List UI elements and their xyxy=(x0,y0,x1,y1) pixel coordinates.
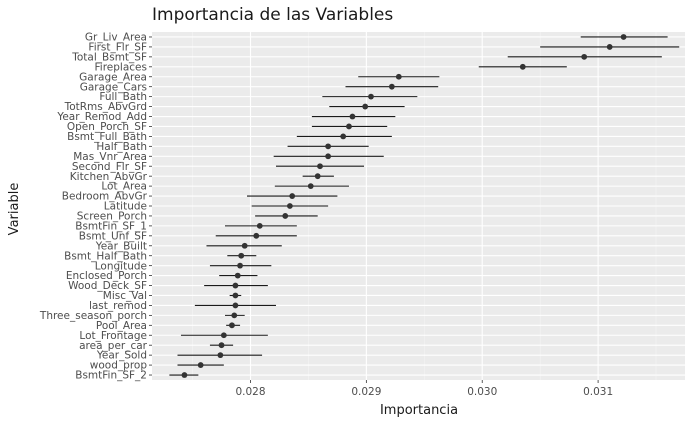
y-tick-label: last_remod xyxy=(89,300,147,312)
y-tick-label: Wood_Deck_SF xyxy=(68,280,147,292)
y-tick-label: Kitchen_AbvGr xyxy=(70,171,148,183)
y-tick-label: Total_Bsmt_SF xyxy=(71,51,147,63)
data-point xyxy=(289,193,296,199)
data-point xyxy=(253,232,260,239)
y-tick-label: area_per_car xyxy=(79,340,148,352)
y-tick-label: Latitude xyxy=(104,201,147,213)
data-point xyxy=(620,34,627,40)
y-tick-label: Bsmt_Half_Bath xyxy=(64,250,147,262)
data-point xyxy=(368,93,374,100)
y-tick-label: Misc_Val xyxy=(103,290,147,302)
y-tick-label: BsmtFin_SF_2 xyxy=(75,370,147,382)
x-tick-label: 0.028 xyxy=(235,386,265,398)
y-tick-label: BsmtFin_SF_1 xyxy=(75,220,147,232)
data-point xyxy=(217,352,224,359)
y-tick-label: Pool_Area xyxy=(96,320,147,332)
y-tick-labels: Gr_Liv_AreaFirst_Flr_SFTotal_Bsmt_SFFire… xyxy=(39,32,152,382)
data-point xyxy=(286,203,293,209)
y-tick-label: Bsmt_Full_Bath xyxy=(67,131,147,143)
y-tick-label: Screen_Porch xyxy=(77,211,147,223)
x-tick-label: 0.030 xyxy=(467,386,497,398)
data-point xyxy=(181,372,188,378)
data-point xyxy=(232,292,239,299)
y-tick-label: Second_Flr_SF xyxy=(72,161,147,173)
y-tick-label: Enclosed_Porch xyxy=(66,270,147,282)
data-point xyxy=(349,113,356,120)
data-point xyxy=(314,173,321,180)
y-tick-label: Lot_Area xyxy=(101,181,147,193)
data-point xyxy=(581,53,588,60)
data-point xyxy=(218,342,225,349)
y-tick-label: Fireplaces xyxy=(95,61,147,73)
data-point xyxy=(238,252,245,259)
y-tick-label: Full_Bath xyxy=(99,91,147,103)
y-tick-label: TotRms_AbvGrd xyxy=(64,101,147,113)
y-tick-label: Three_season_porch xyxy=(39,310,147,322)
data-point xyxy=(346,123,352,130)
data-point xyxy=(282,213,289,219)
y-tick-label: Bedroom_AbvGr xyxy=(62,191,148,203)
y-tick-label: Open_Porch_SF xyxy=(67,121,147,133)
y-tick-label: Longitude xyxy=(95,260,147,272)
y-tick-label: Bsmt_Unf_SF xyxy=(79,230,147,242)
y-axis-title: Variable xyxy=(7,183,22,236)
y-tick-label: Year_Built xyxy=(95,240,147,252)
x-tick-labels: 0.028 0.029 0.030 0.031 xyxy=(235,380,613,398)
y-tick-label: Garage_Cars xyxy=(80,81,147,93)
data-point xyxy=(519,63,526,70)
data-point xyxy=(388,83,395,90)
x-tick-label: 0.031 xyxy=(583,386,613,398)
data-point xyxy=(362,103,369,110)
data-marks xyxy=(169,34,680,378)
data-point xyxy=(256,222,263,229)
y-tick-label: wood_prop xyxy=(90,360,148,372)
data-point xyxy=(232,302,239,309)
data-point xyxy=(606,44,613,50)
y-tick-label: Mas_Vnr_Area xyxy=(73,151,147,163)
data-point xyxy=(307,183,314,190)
data-point xyxy=(325,143,332,150)
y-tick-label: Half_Bath xyxy=(96,141,147,153)
y-tick-label: Year_Remod_Add xyxy=(56,111,147,123)
data-point xyxy=(229,322,235,329)
data-point xyxy=(220,332,227,339)
data-point xyxy=(197,362,204,368)
data-point xyxy=(340,133,347,140)
y-tick-label: Gr_Liv_Area xyxy=(85,32,147,44)
data-point xyxy=(231,312,238,319)
data-point xyxy=(395,73,402,80)
x-tick-label: 0.029 xyxy=(351,386,381,398)
data-point xyxy=(234,272,241,279)
x-axis-title: Importancia xyxy=(380,403,458,418)
data-point xyxy=(232,282,239,289)
y-tick-label: First_Flr_SF xyxy=(88,42,147,54)
y-tick-label: Garage_Area xyxy=(79,71,147,83)
y-tick-label: Lot_Frontage xyxy=(79,330,147,342)
y-tick-label: Year_Sold xyxy=(96,350,147,362)
data-point xyxy=(317,163,323,170)
data-point xyxy=(325,153,332,160)
data-point xyxy=(237,262,243,269)
chart-title: Importancia de las Variables xyxy=(152,5,393,25)
data-point xyxy=(241,242,248,249)
